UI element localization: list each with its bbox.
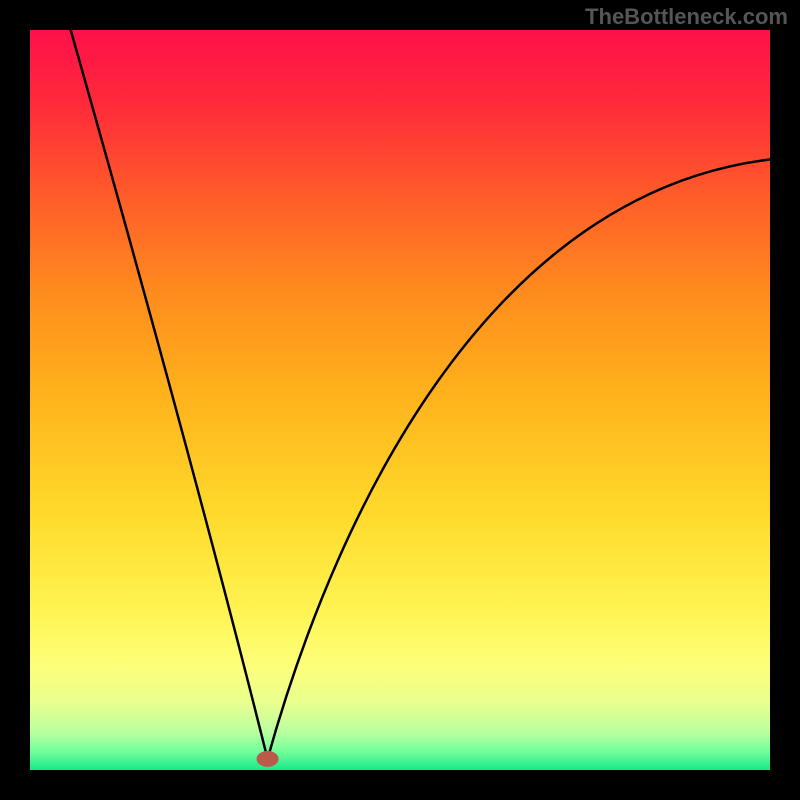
chart-container: TheBottleneck.com	[0, 0, 800, 800]
bottleneck-chart	[0, 0, 800, 800]
plot-gradient-background	[30, 30, 770, 770]
optimal-point-marker	[257, 751, 279, 767]
